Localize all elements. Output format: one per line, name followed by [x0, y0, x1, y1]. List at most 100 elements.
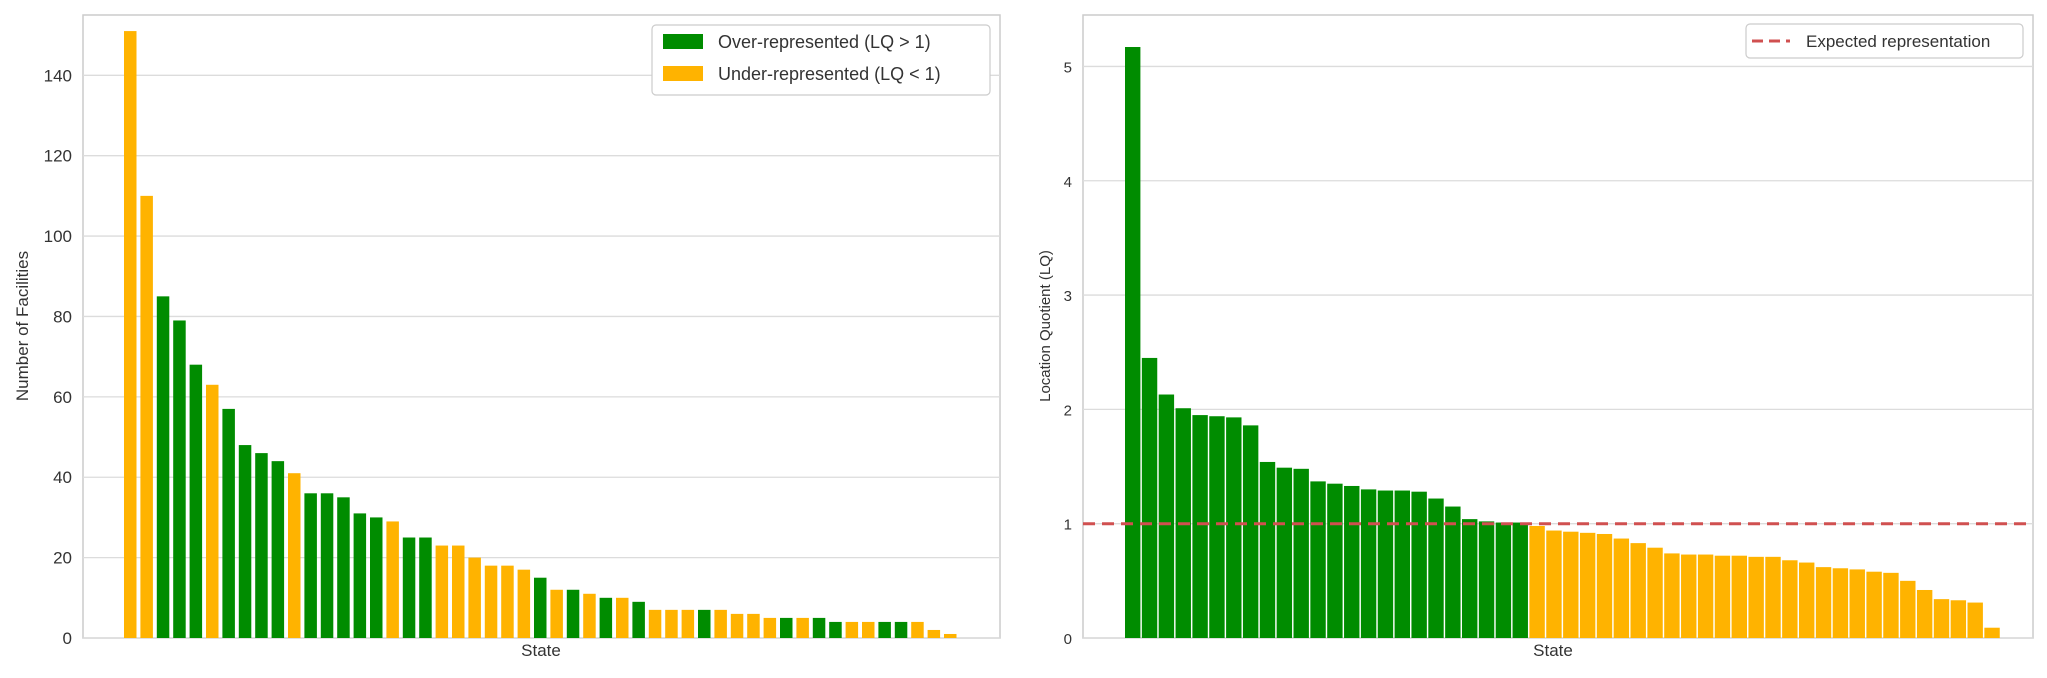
lq-bar [1344, 485, 1360, 638]
lq-bar [1849, 569, 1865, 638]
lq-bar [1327, 483, 1343, 638]
lq-bar [1428, 498, 1444, 638]
facilities-bar [206, 384, 219, 638]
facilities-bar [927, 629, 941, 638]
lq-bar [1226, 417, 1242, 638]
facilities-bar [862, 621, 875, 638]
lq-bar [1293, 468, 1309, 638]
lq-bar [1242, 425, 1259, 638]
facilities-y-tick-label: 40 [53, 468, 72, 487]
lq-bar [1596, 533, 1613, 638]
lq-bar [1310, 481, 1326, 638]
lq-bar [1697, 554, 1714, 638]
lq-bar [1209, 416, 1225, 638]
lq-y-tick-label: 3 [1064, 288, 1072, 305]
legend-swatch-under [663, 66, 703, 81]
facilities-bar [238, 445, 252, 638]
facilities-bar [648, 609, 662, 638]
facilities-bar [894, 621, 908, 638]
lq-y-tick-labels: 0 1 2 3 4 5 [1064, 59, 1072, 648]
facilities-legend-box [651, 24, 991, 96]
facilities-chart: 0 20 40 60 80 100 120 140 State Number of Facil… [13, 14, 1001, 660]
lq-bar [1125, 47, 1141, 639]
lq-bar [1714, 555, 1731, 638]
facilities-y-tick-label: 120 [44, 147, 72, 166]
lq-bar [1259, 461, 1276, 638]
lq-bar [1613, 538, 1630, 638]
lq-bar [1478, 521, 1495, 638]
lq-y-tick-label: 4 [1064, 174, 1072, 191]
lq-y-axis-label: Location Quotient (LQ) [1037, 250, 1054, 402]
facilities-bar [386, 521, 399, 638]
lq-bar [1495, 522, 1512, 638]
legend-label-expected: Expected representation [1806, 32, 1990, 51]
facilities-bar [681, 609, 695, 638]
lq-bar [1579, 532, 1596, 638]
lq-bar [1647, 547, 1663, 638]
facilities-bar [583, 593, 596, 638]
facilities-bar [780, 617, 793, 638]
facilities-bar [353, 513, 367, 638]
lq-bar [1158, 394, 1175, 638]
facilities-bar [370, 517, 383, 638]
facilities-bar [747, 613, 760, 638]
facilities-bar [452, 545, 465, 638]
facilities-bar [829, 621, 842, 638]
location-quotient-chart: 0 1 2 3 4 5 State Location Quotient (LQ) Expe… [1037, 14, 2034, 660]
lq-bar [1276, 467, 1293, 638]
lq-bars [1125, 47, 2000, 639]
facilities-bar [140, 195, 153, 638]
facilities-bar [124, 31, 137, 639]
legend-label-over: Over-represented (LQ > 1) [718, 32, 931, 52]
facilities-bar [189, 364, 203, 638]
facilities-y-tick-label: 100 [44, 227, 72, 246]
facilities-bar [665, 609, 678, 638]
legend-label-under: Under-represented (LQ < 1) [718, 64, 941, 84]
facilities-bar [501, 565, 514, 638]
facilities-bar [566, 589, 580, 638]
facilities-x-axis-label: State [521, 641, 561, 660]
lq-bar [1782, 560, 1798, 638]
lq-bar [1664, 553, 1680, 638]
facilities-bar [402, 537, 416, 638]
facilities-bar [435, 545, 449, 638]
facilities-bar [812, 617, 826, 638]
lq-bar [1933, 599, 1950, 638]
lq-bar [1984, 627, 2000, 638]
facilities-bar [632, 601, 645, 638]
facilities-y-tick-label: 140 [44, 66, 72, 85]
facilities-bars [124, 31, 957, 639]
facilities-bar [763, 617, 777, 638]
facilities-bar [845, 621, 859, 638]
lq-bar [1141, 357, 1158, 638]
lq-bar [1630, 543, 1646, 638]
facilities-bar [419, 537, 432, 638]
facilities-plot-frame [82, 14, 1001, 639]
lq-bar [1681, 554, 1697, 638]
lq-bar [1563, 531, 1579, 638]
facilities-bar [304, 493, 317, 638]
lq-bar [1866, 571, 1882, 638]
facilities-bar [911, 621, 924, 638]
lq-bar [1445, 506, 1461, 638]
facilities-bar [698, 609, 711, 638]
lq-legend: Expected representation [1745, 23, 2024, 59]
facilities-bar [796, 617, 809, 638]
legend-swatch-over [663, 34, 703, 49]
facilities-bar [484, 565, 498, 638]
facilities-bar [944, 633, 957, 638]
facilities-bar [337, 497, 350, 638]
lq-bar [1950, 600, 1967, 638]
lq-bar [1832, 568, 1849, 638]
facilities-y-tick-label: 0 [63, 629, 72, 648]
facilities-y-tick-labels: 0 20 40 60 80 100 120 140 [44, 66, 72, 648]
facilities-gridlines [83, 74, 1000, 639]
facilities-bar [599, 597, 613, 638]
lq-y-tick-label: 2 [1064, 402, 1072, 419]
lq-bar [1411, 491, 1427, 638]
facilities-bar [288, 473, 301, 638]
lq-bar [1192, 415, 1208, 638]
lq-bar [1512, 522, 1528, 638]
lq-bar [1765, 556, 1781, 638]
